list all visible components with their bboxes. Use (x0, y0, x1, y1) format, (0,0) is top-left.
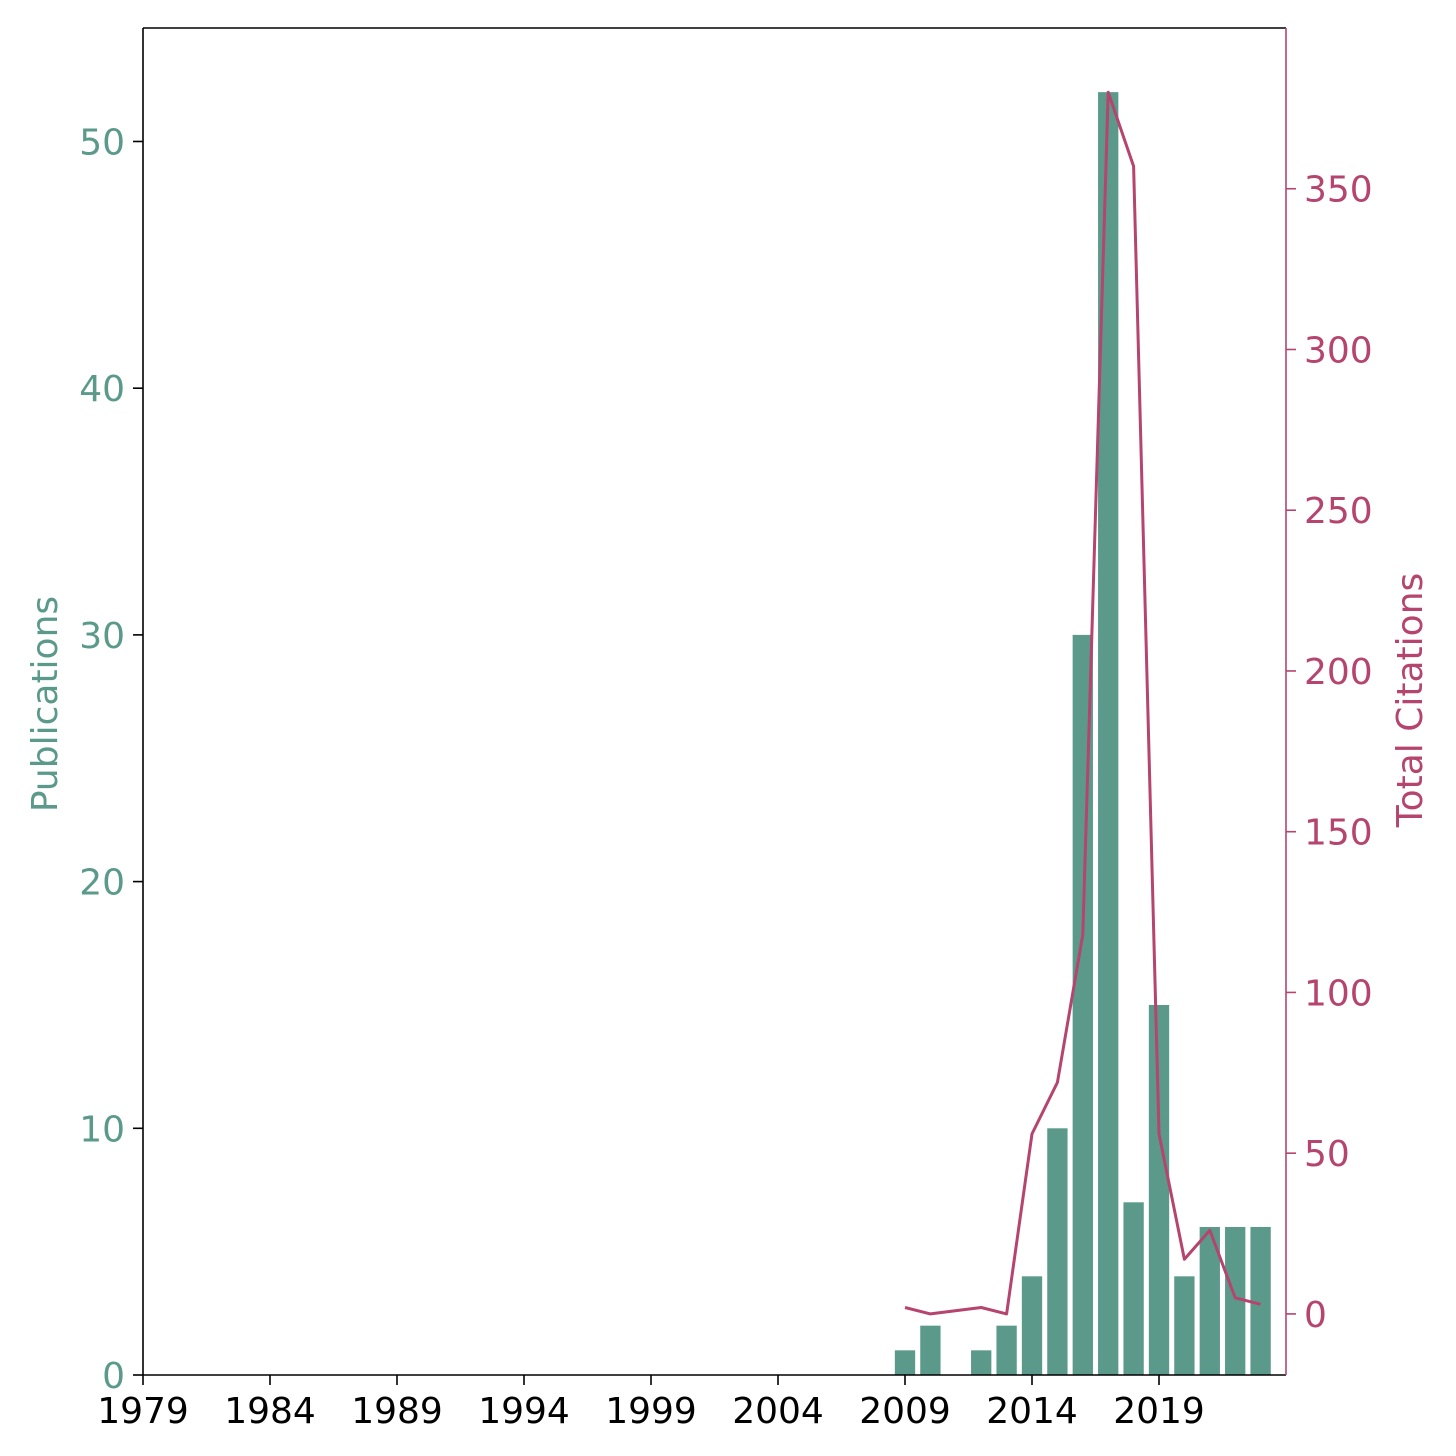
publication-bar-2013 (996, 1325, 1017, 1375)
right-tick-label-300: 300 (1304, 330, 1373, 371)
publication-bar-2022 (1225, 1226, 1246, 1375)
publications-bars (894, 92, 1271, 1376)
x-tick-label-1989: 1989 (351, 1391, 443, 1432)
publication-bar-2015 (1047, 1128, 1068, 1375)
right-tick-label-250: 250 (1304, 491, 1373, 532)
x-tick-label-1994: 1994 (478, 1391, 570, 1432)
right-tick-label-150: 150 (1304, 813, 1373, 854)
right-axis-title: Total Citations (1390, 573, 1431, 829)
left-tick-label-30: 30 (79, 616, 125, 657)
left-tick-label-20: 20 (79, 863, 125, 904)
publication-bar-2019 (1148, 1004, 1170, 1375)
left-tick-label-50: 50 (79, 122, 125, 163)
axes: 1979 1984 1989 1994 1999 2004 2009 2014 2019 0 10 2… (79, 27, 1373, 1432)
x-tick-label-1984: 1984 (224, 1391, 316, 1432)
publication-bar-2010 (920, 1325, 941, 1375)
right-tick-label-100: 100 (1304, 973, 1373, 1014)
publication-bar-2009 (894, 1350, 916, 1375)
citations-line (904, 90, 1261, 1316)
publication-bar-2014 (1021, 1276, 1043, 1375)
left-tick-label-0: 0 (102, 1356, 125, 1397)
left-tick-label-10: 10 (79, 1109, 125, 1150)
left-axis-title: Publications (25, 596, 66, 812)
publication-bar-2016 (1072, 634, 1093, 1375)
x-tick-label-1999: 1999 (605, 1391, 697, 1432)
left-tick-label-40: 40 (79, 369, 125, 410)
right-tick-label-350: 350 (1304, 170, 1373, 211)
x-tick-label-2004: 2004 (732, 1391, 824, 1432)
x-tick-label-1979: 1979 (97, 1391, 189, 1432)
x-tick-label-2009: 2009 (859, 1391, 951, 1432)
right-tick-label-200: 200 (1304, 652, 1373, 693)
publication-bar-2012 (971, 1350, 992, 1375)
citations-line-group (904, 90, 1261, 1316)
right-tick-label-50: 50 (1304, 1134, 1350, 1175)
x-tick-label-2014: 2014 (986, 1391, 1078, 1432)
publication-bar-2023 (1250, 1226, 1271, 1375)
publication-bar-2020 (1174, 1276, 1195, 1375)
x-tick-label-2019: 2019 (1113, 1391, 1205, 1432)
publication-bar-2018 (1123, 1202, 1144, 1375)
publication-bar-2021 (1199, 1226, 1220, 1375)
right-tick-label-0: 0 (1304, 1295, 1327, 1336)
publication-bar-2017 (1098, 92, 1119, 1376)
